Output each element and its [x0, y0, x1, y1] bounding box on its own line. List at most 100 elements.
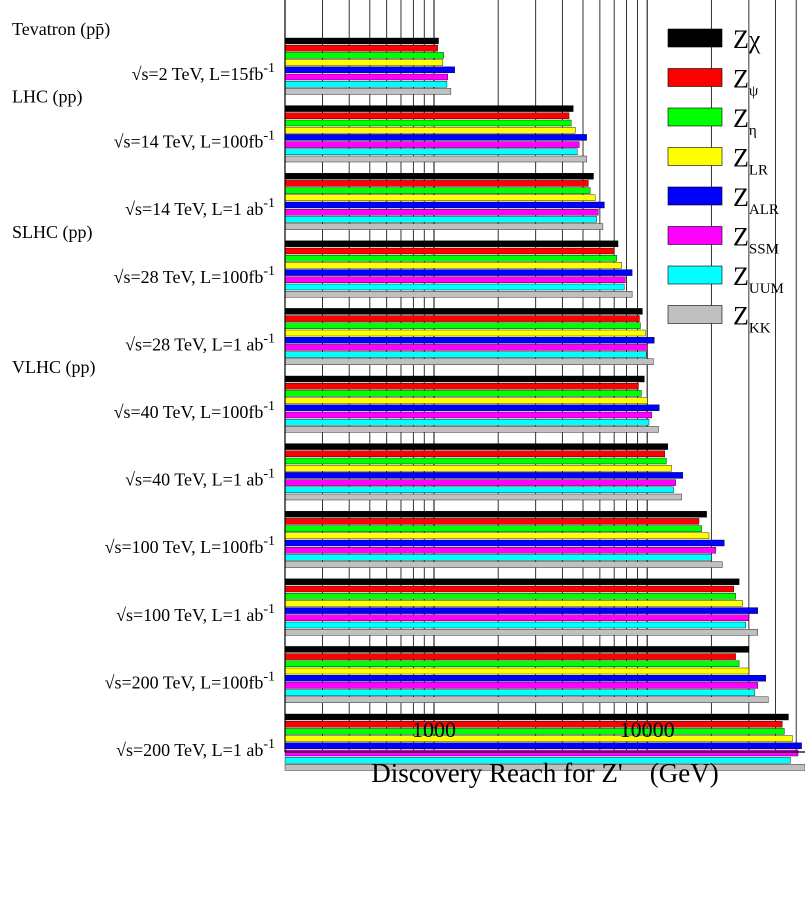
legend-base: Z	[733, 25, 749, 54]
group-label: √s=100 TeV, L=100fb-1	[105, 534, 275, 557]
group-label-main: √s=40 TeV, L=100fb	[114, 402, 264, 422]
bar-SSM	[284, 73, 448, 81]
bar-chi	[284, 375, 645, 383]
group-label: √s=40 TeV, L=1 ab-1	[125, 467, 275, 490]
bar-LR	[284, 397, 648, 404]
bar-ALR	[284, 472, 684, 479]
bar-chi	[284, 37, 439, 45]
bar-UUM	[284, 419, 650, 426]
group-label: √s=28 TeV, L=100fb-1	[114, 264, 275, 287]
legend-subscript: UUM	[749, 281, 784, 297]
bar-KK	[284, 358, 654, 365]
bar-KK	[284, 764, 805, 771]
group-label-superscript: -1	[263, 467, 275, 482]
bar-UUM	[284, 80, 448, 88]
legend-swatch-SSM	[667, 226, 723, 245]
group-header: SLHC (pp)	[12, 222, 93, 243]
bar-psi	[284, 112, 570, 120]
bar-KK	[284, 223, 604, 230]
bar-UUM	[284, 351, 647, 358]
legend-label-SSM: ZSSM	[733, 223, 779, 258]
bar-eta	[284, 728, 785, 735]
group-label: √s=28 TeV, L=1 ab-1	[125, 331, 275, 354]
group-label: √s=40 TeV, L=100fb-1	[114, 399, 275, 422]
x-tick-label: 1000	[412, 717, 456, 742]
bar-LR	[284, 667, 750, 675]
legend-swatch-eta	[667, 107, 723, 127]
bar-LR	[284, 126, 576, 134]
bar-KK	[284, 629, 758, 636]
bar-KK	[284, 696, 769, 703]
bar-eta	[284, 52, 444, 59]
bar-ALR	[284, 337, 655, 344]
legend-base: Z	[733, 65, 749, 94]
legend-label-UUM: ZUUM	[733, 262, 784, 297]
bar-psi	[284, 585, 735, 593]
bar-eta	[284, 525, 702, 532]
bar-ALR	[284, 404, 660, 411]
bar-chi	[284, 172, 594, 180]
bar-SSM	[284, 208, 599, 216]
bar-psi	[284, 653, 736, 660]
bar-LR	[284, 465, 672, 472]
group-label-superscript: -1	[263, 61, 275, 76]
bar-eta	[284, 254, 617, 262]
legend-greek: χ	[748, 25, 761, 54]
legend-label-eta: Zη	[733, 104, 757, 139]
bar-ALR	[284, 539, 725, 547]
group-label-main: √s=100 TeV, L=1 ab	[116, 605, 263, 625]
bar-UUM	[284, 554, 712, 561]
legend-subscript: LR	[749, 163, 768, 179]
bar-SSM	[284, 276, 626, 283]
bar-ALR	[284, 607, 758, 614]
bar-chi	[284, 308, 643, 315]
bar-ALR	[284, 201, 605, 209]
bar-chi	[284, 105, 574, 112]
bar-ALR	[284, 269, 633, 276]
group-label-superscript: -1	[263, 399, 275, 414]
group-label-superscript: -1	[263, 669, 275, 684]
group-label: √s=14 TeV, L=1 ab-1	[125, 196, 275, 219]
bar-chi	[284, 713, 789, 721]
bar-LR	[284, 329, 646, 337]
axes-layer: 1000 10000	[284, 0, 805, 753]
bar-eta	[284, 119, 572, 127]
bar-SSM	[284, 141, 580, 148]
bar-UUM	[284, 486, 674, 493]
bar-psi	[284, 518, 700, 525]
legend-label-chi: Zχ	[733, 25, 761, 54]
bar-eta	[284, 390, 642, 397]
bar-UUM	[284, 689, 756, 696]
legend-base: Z	[733, 223, 749, 252]
bar-KK	[284, 493, 682, 501]
group-label-superscript: -1	[263, 534, 275, 549]
legend-base: Z	[733, 262, 749, 291]
bar-chi	[284, 443, 669, 450]
group-label-superscript: -1	[263, 264, 275, 279]
bar-UUM	[284, 621, 746, 629]
bar-chi	[284, 240, 619, 248]
bar-psi	[284, 180, 589, 187]
bar-UUM	[284, 216, 597, 223]
group-label-main: √s=14 TeV, L=100fb	[114, 132, 264, 152]
group-label: √s=200 TeV, L=1 ab-1	[116, 737, 275, 760]
group-label-main: √s=28 TeV, L=100fb	[114, 267, 264, 287]
bar-psi	[284, 315, 640, 322]
bar-KK	[284, 291, 633, 298]
group-label-main: √s=14 TeV, L=1 ab	[125, 199, 263, 219]
bar-eta	[284, 593, 736, 600]
legend-base: Z	[733, 183, 749, 212]
legend-swatch-UUM	[667, 265, 723, 285]
legend-label-ALR: ZALR	[733, 183, 779, 218]
legend-swatch-LR	[667, 147, 723, 166]
bar-ALR	[284, 134, 587, 141]
bar-SSM	[284, 547, 717, 554]
bar-KK	[284, 561, 723, 568]
group-label: √s=14 TeV, L=100fb-1	[114, 129, 275, 152]
bar-eta	[284, 457, 667, 465]
group-label-superscript: -1	[263, 602, 275, 617]
bar-ALR	[284, 675, 766, 682]
group-label-superscript: -1	[263, 196, 275, 211]
